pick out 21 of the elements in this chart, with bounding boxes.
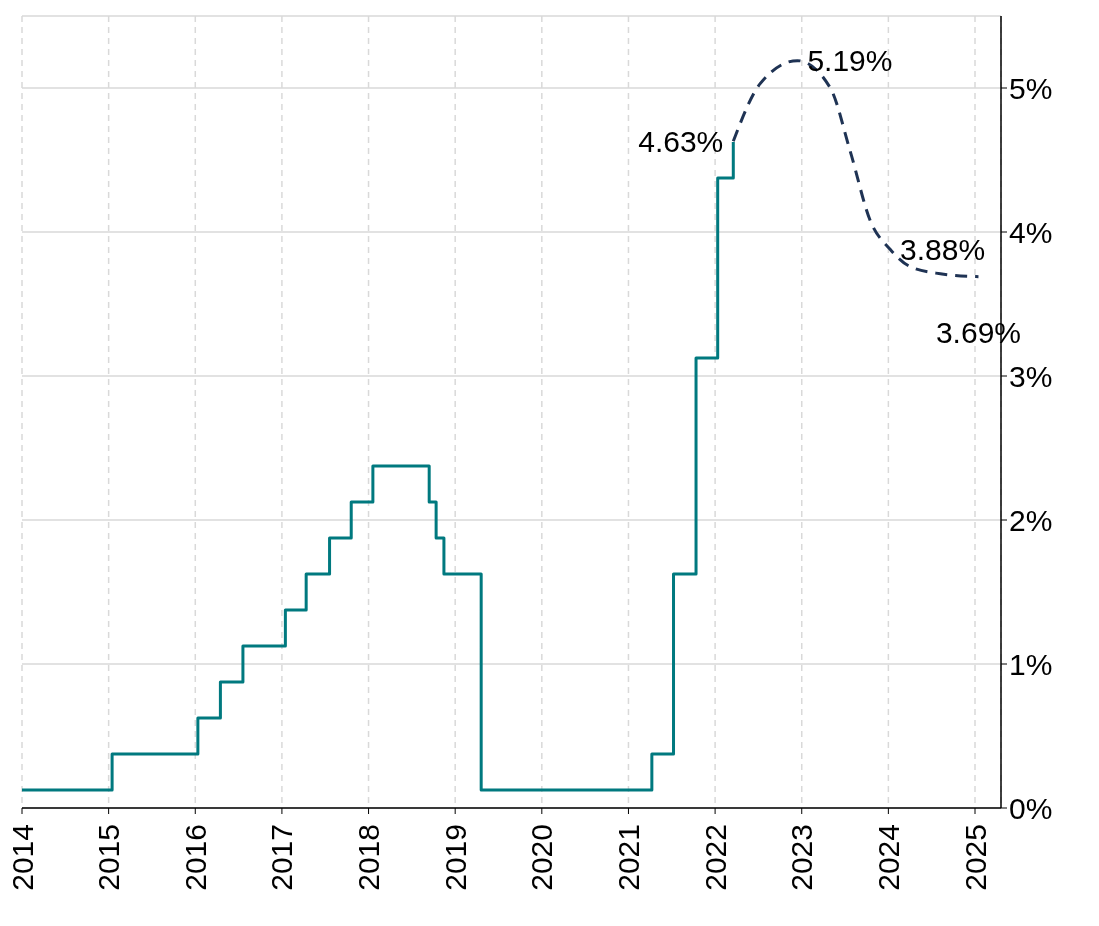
x-tick-label: 2015 bbox=[92, 824, 126, 891]
y-tick-label: 1% bbox=[1009, 647, 1053, 681]
y-tick-label: 4% bbox=[1009, 215, 1053, 249]
x-tick-label: 2019 bbox=[438, 824, 472, 891]
x-tick-label: 2024 bbox=[871, 824, 905, 891]
y-tick-label: 3% bbox=[1009, 359, 1053, 393]
x-tick-label: 2022 bbox=[698, 824, 732, 891]
annotation: 4.63% bbox=[638, 124, 724, 158]
annotation: 5.19% bbox=[807, 44, 893, 78]
x-tick-label: 2014 bbox=[5, 824, 39, 891]
x-tick-label: 2023 bbox=[785, 824, 819, 891]
x-tick-label: 2020 bbox=[525, 824, 559, 891]
x-tick-label: 2016 bbox=[178, 824, 212, 891]
y-tick-label: 5% bbox=[1009, 71, 1053, 105]
annotation: 3.88% bbox=[900, 232, 986, 266]
y-tick-label: 2% bbox=[1009, 503, 1053, 537]
x-tick-label: 2025 bbox=[958, 824, 992, 891]
x-tick-label: 2018 bbox=[352, 824, 386, 891]
x-tick-label: 2021 bbox=[611, 824, 645, 891]
x-tick-label: 2017 bbox=[265, 824, 299, 891]
y-tick-label: 0% bbox=[1009, 791, 1053, 825]
